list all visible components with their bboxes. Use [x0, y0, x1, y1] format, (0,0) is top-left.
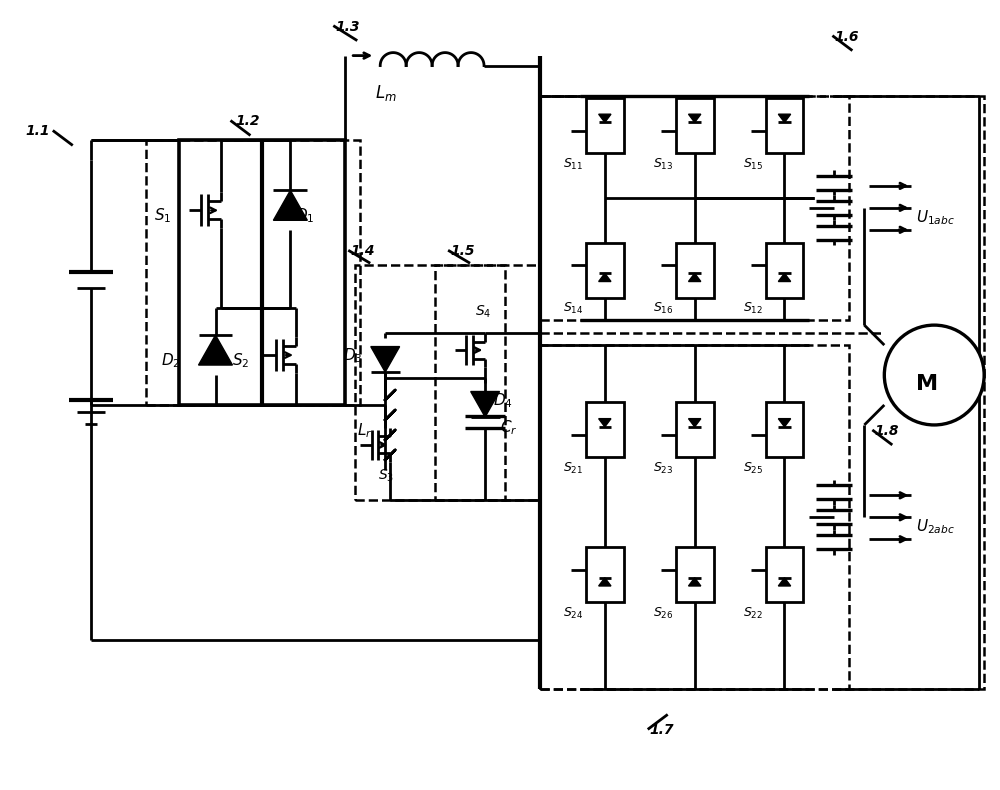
Bar [766, 98, 803, 153]
Bar [676, 98, 714, 153]
Polygon shape [778, 577, 791, 586]
Text: $S_{26}$: $S_{26}$ [653, 606, 673, 621]
Polygon shape [599, 115, 611, 122]
Polygon shape [471, 392, 500, 417]
Polygon shape [778, 419, 791, 427]
Text: 1.4: 1.4 [350, 244, 375, 258]
Text: $L_m$: $L_m$ [375, 82, 397, 103]
Text: 1.2: 1.2 [235, 115, 260, 129]
Bar [586, 547, 624, 602]
Bar [146, 141, 360, 405]
Text: $U_{2abc}$: $U_{2abc}$ [916, 517, 955, 536]
Polygon shape [688, 115, 701, 122]
Polygon shape [599, 273, 611, 281]
Text: 1.6: 1.6 [834, 29, 859, 43]
Bar [540, 96, 984, 690]
Text: $S_1$: $S_1$ [154, 206, 171, 225]
Text: 1.1: 1.1 [26, 125, 50, 138]
Text: $L_r$: $L_r$ [357, 421, 373, 439]
Text: $S_{15}$: $S_{15}$ [743, 156, 763, 171]
Bar [766, 243, 803, 298]
Bar [435, 265, 540, 500]
Bar [676, 402, 714, 457]
Polygon shape [599, 577, 611, 586]
Bar [179, 141, 345, 405]
Bar [766, 402, 803, 457]
Text: 1.3: 1.3 [335, 20, 360, 34]
Bar [586, 98, 624, 153]
Polygon shape [688, 577, 701, 586]
Text: $S_{14}$: $S_{14}$ [563, 301, 583, 316]
Text: $S_2$: $S_2$ [232, 351, 250, 370]
Polygon shape [599, 419, 611, 427]
Polygon shape [273, 190, 307, 220]
Text: $S_{13}$: $S_{13}$ [653, 156, 673, 171]
Bar [540, 345, 849, 690]
Text: $S_{22}$: $S_{22}$ [743, 606, 763, 621]
Text: $D_3$: $D_3$ [343, 346, 363, 365]
Polygon shape [778, 115, 791, 122]
Text: 1.5: 1.5 [450, 244, 475, 258]
Text: $D_2$: $D_2$ [161, 351, 180, 370]
Text: $U_{1abc}$: $U_{1abc}$ [916, 208, 955, 227]
Text: 1.7: 1.7 [650, 724, 674, 737]
Circle shape [884, 325, 984, 425]
Bar [676, 547, 714, 602]
Bar [676, 243, 714, 298]
Bar [540, 96, 849, 320]
Text: $D_1$: $D_1$ [295, 206, 315, 225]
Text: $S_{16}$: $S_{16}$ [653, 301, 673, 316]
Bar [766, 547, 803, 602]
Bar [586, 402, 624, 457]
Polygon shape [778, 273, 791, 281]
Text: $S_{25}$: $S_{25}$ [743, 461, 763, 476]
Text: M: M [916, 374, 938, 394]
Polygon shape [371, 347, 400, 372]
Polygon shape [688, 419, 701, 427]
Text: $S_{12}$: $S_{12}$ [743, 301, 763, 316]
Text: $S_{11}$: $S_{11}$ [563, 156, 583, 171]
Text: $D_4$: $D_4$ [493, 391, 513, 410]
Text: $S_4$: $S_4$ [475, 303, 491, 319]
Bar [586, 243, 624, 298]
Polygon shape [688, 273, 701, 281]
Polygon shape [199, 335, 232, 365]
Text: $S_{23}$: $S_{23}$ [653, 461, 673, 476]
Text: 1.8: 1.8 [874, 424, 899, 438]
Text: $C_r$: $C_r$ [500, 419, 518, 437]
Text: $S_{24}$: $S_{24}$ [563, 606, 583, 621]
Text: $S_{21}$: $S_{21}$ [563, 461, 583, 476]
Text: $S_3$: $S_3$ [378, 468, 394, 484]
Bar [355, 265, 505, 500]
